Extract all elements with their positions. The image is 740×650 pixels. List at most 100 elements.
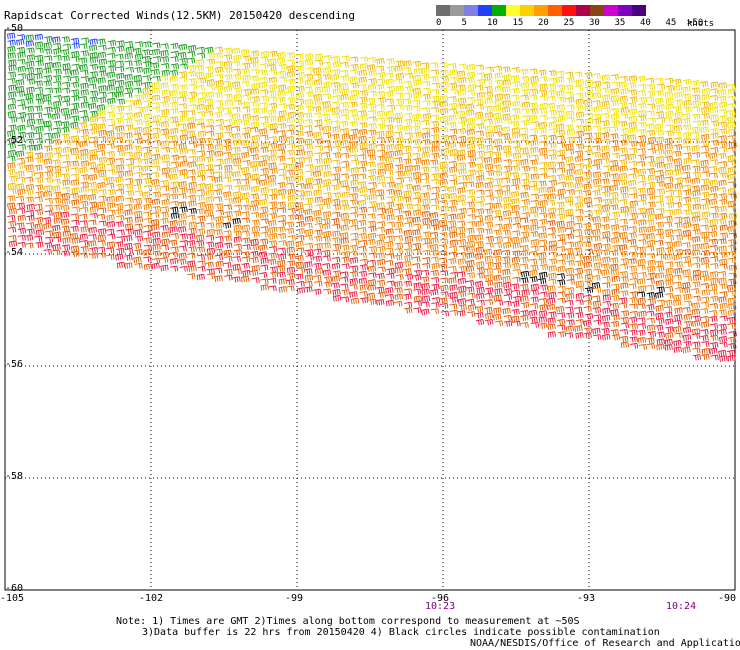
wind-barb (728, 238, 737, 246)
wind-barb (152, 56, 162, 62)
wind-barb (251, 185, 260, 193)
wind-barb (322, 164, 331, 171)
wind-barb (700, 81, 709, 88)
wind-barb (224, 112, 233, 119)
wind-barb (197, 77, 207, 84)
wind-barb (242, 172, 252, 180)
wind-barb (592, 274, 601, 281)
wind-barb (583, 163, 592, 171)
wind-barb (700, 119, 709, 127)
wind-barb (359, 258, 369, 265)
wind-barb (727, 316, 736, 324)
wind-barb (107, 189, 116, 196)
wind-barb (619, 101, 628, 109)
wind-barb (476, 150, 485, 157)
wind-barb (493, 294, 502, 302)
wind-barb (584, 248, 594, 255)
longitude-label: -102 (139, 593, 164, 604)
wind-barb (367, 213, 376, 220)
wind-barb (466, 96, 476, 103)
wind-barb (341, 191, 351, 199)
wind-barb (43, 120, 52, 128)
wind-barb (97, 123, 106, 131)
wind-barb (709, 315, 718, 323)
wind-barb (404, 72, 414, 79)
wind-barb (250, 50, 260, 57)
wind-barb (80, 76, 90, 82)
wind-barb (305, 177, 314, 185)
wind-barb (583, 145, 592, 152)
legend-label: 20 (538, 18, 549, 28)
wind-barb (323, 157, 332, 165)
wind-barb (7, 155, 16, 162)
wind-barb (421, 178, 430, 185)
wind-barb (242, 74, 251, 82)
wind-barb (403, 158, 412, 165)
wind-barb (305, 67, 314, 73)
wind-barb (26, 60, 35, 68)
wind-barb (80, 82, 89, 90)
wind-barb (556, 84, 566, 91)
wind-barb (664, 286, 674, 293)
wind-barb (394, 254, 403, 261)
wind-barb (548, 244, 558, 252)
wind-barb (457, 252, 467, 258)
wind-barb (26, 144, 36, 151)
wind-barb (43, 67, 52, 74)
wind-barb (286, 116, 295, 124)
wind-barb (485, 318, 494, 326)
wind-barb (719, 355, 728, 362)
wind-barb (422, 257, 431, 263)
wind-barb (647, 298, 656, 305)
wind-barb (620, 322, 630, 329)
wind-barb (431, 140, 440, 147)
wind-barb (178, 245, 187, 252)
legend-label: >50 (687, 18, 704, 28)
wind-barb (188, 78, 197, 85)
wind-barb (404, 273, 414, 281)
wind-barb (511, 66, 520, 73)
wind-barb (547, 285, 556, 292)
wind-barb (673, 228, 683, 235)
wind-barb (422, 87, 432, 94)
wind-barb (332, 178, 341, 185)
wind-barb (583, 299, 592, 306)
wind-barb (134, 106, 143, 113)
wind-barb (691, 131, 700, 138)
wind-barb (205, 98, 214, 105)
wind-barb (629, 329, 638, 336)
wind-barb (107, 202, 116, 209)
wind-barb (89, 56, 99, 64)
wind-barb (674, 314, 683, 321)
wind-barb (476, 227, 485, 234)
wind-barb (628, 121, 637, 129)
wind-barb (556, 273, 566, 280)
wind-barb (43, 93, 52, 101)
wind-barb (682, 326, 692, 334)
wind-barb (692, 190, 701, 197)
wind-barb (421, 166, 430, 173)
wind-barb (386, 214, 395, 221)
wind-barb (133, 157, 142, 164)
wind-barb (467, 234, 476, 242)
wind-barb (403, 229, 413, 237)
wind-barb (34, 235, 43, 242)
wind-barb (313, 216, 323, 223)
wind-barb (574, 182, 583, 189)
wind-barb (7, 52, 16, 60)
wind-barb (322, 139, 332, 146)
wind-barb (278, 278, 287, 285)
wind-barb (512, 107, 521, 115)
wind-barb (719, 302, 728, 310)
wind-barb (727, 200, 737, 208)
wind-barb (350, 167, 359, 174)
wind-barb (304, 190, 313, 198)
wind-barb (367, 136, 376, 143)
wind-barb (134, 126, 143, 134)
wind-barb (106, 254, 115, 260)
wind-barb (528, 258, 538, 265)
wind-barb (88, 219, 97, 226)
wind-barb (376, 103, 385, 110)
wind-barb (79, 96, 88, 102)
wind-barb (224, 99, 234, 107)
